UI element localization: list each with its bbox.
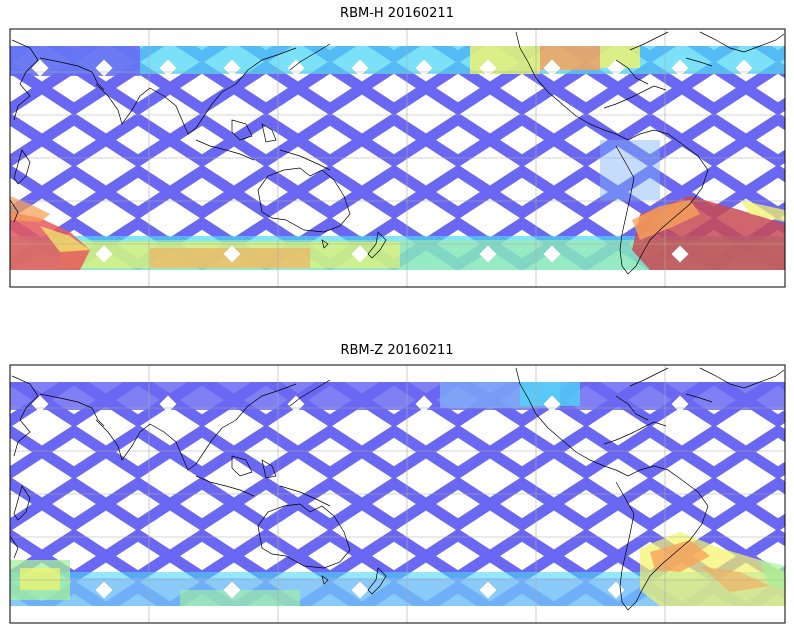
top-panel-title: RBM-H 20160211 bbox=[340, 6, 454, 21]
bottom-panel-title: RBM-Z 20160211 bbox=[340, 343, 454, 358]
bottom-map-panel bbox=[9, 364, 786, 624]
top-map-panel bbox=[9, 28, 786, 288]
